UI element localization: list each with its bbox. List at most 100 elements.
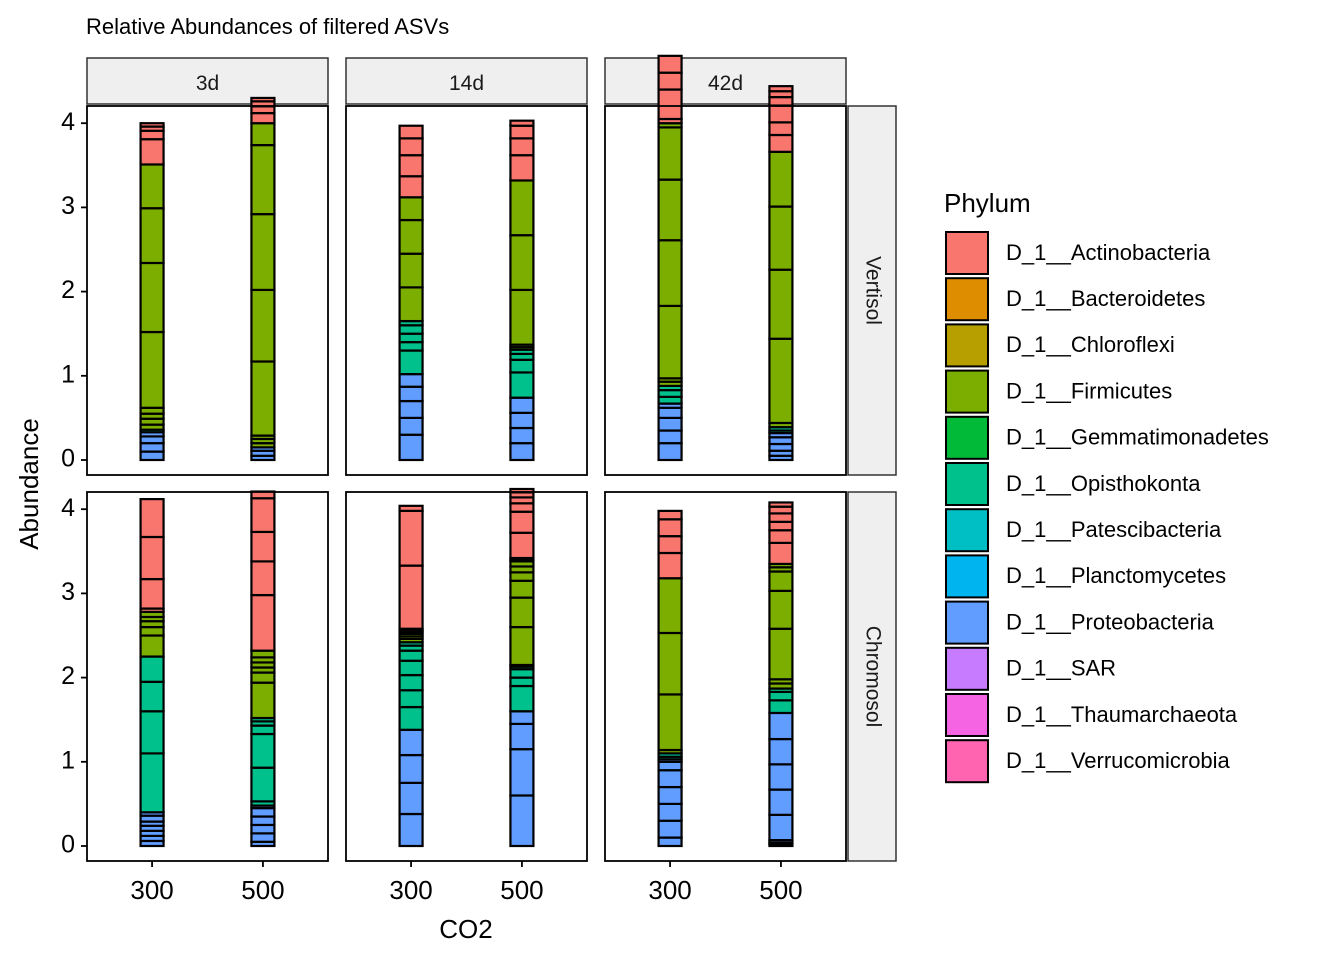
legend-label: D_1__Verrucomicrobia bbox=[1006, 748, 1231, 773]
bar-segment bbox=[139, 710, 165, 755]
bar-segment bbox=[398, 812, 424, 848]
panel-background bbox=[346, 492, 587, 861]
bar-segment bbox=[509, 676, 535, 688]
bar-segment bbox=[250, 96, 276, 103]
bar-segment bbox=[768, 813, 794, 842]
legend-label: D_1__Actinobacteria bbox=[1006, 240, 1211, 265]
bar-segment bbox=[139, 450, 165, 462]
legend: Phylum D_1__Actinobacteria D_1__Bacteroid… bbox=[944, 188, 1269, 784]
bar-segment bbox=[509, 668, 535, 679]
bar-segment bbox=[768, 337, 794, 425]
bar-segment bbox=[509, 288, 535, 346]
bar-segment bbox=[139, 577, 165, 610]
bar-segment bbox=[509, 531, 535, 560]
facet-panel bbox=[345, 105, 588, 476]
bar-segment bbox=[250, 213, 276, 292]
bar-segment bbox=[398, 509, 424, 567]
bar-segment bbox=[250, 560, 276, 597]
bar-segment bbox=[657, 442, 683, 462]
bar-segment bbox=[250, 823, 276, 835]
legend-key bbox=[945, 415, 989, 460]
x-tick-label: 500 bbox=[759, 875, 802, 905]
bar-segment bbox=[509, 722, 535, 751]
facet-strip-row bbox=[847, 105, 897, 476]
bar-segment bbox=[398, 753, 424, 784]
bar-segment bbox=[768, 85, 794, 93]
facet-panel: 0 1 2 3 4 bbox=[61, 96, 329, 476]
bar-segment bbox=[398, 341, 424, 352]
bar-segment bbox=[250, 111, 276, 125]
facet-strip-col-label: 3d bbox=[196, 72, 219, 95]
panel-border bbox=[345, 491, 588, 862]
facet-strip-col bbox=[86, 57, 329, 105]
bar-segment bbox=[509, 510, 535, 534]
bar-segment bbox=[398, 689, 424, 709]
bar-segment bbox=[657, 54, 683, 74]
bar-segment bbox=[509, 358, 535, 374]
bar-segment bbox=[657, 239, 683, 308]
y-tick-label: 4 bbox=[61, 108, 75, 136]
facet-strip-col bbox=[345, 57, 588, 105]
bar-segment bbox=[657, 551, 683, 580]
legend-key bbox=[945, 646, 989, 691]
bar-segment bbox=[509, 710, 535, 726]
bar-segment bbox=[657, 785, 683, 805]
bar-segment bbox=[509, 502, 535, 513]
facet-panel: 300 500 bbox=[604, 491, 847, 905]
bar-segment bbox=[509, 684, 535, 713]
bar-segment bbox=[509, 411, 535, 430]
bar-segment bbox=[139, 122, 165, 128]
x-tick-label: 500 bbox=[500, 875, 543, 905]
legend-label: D_1__Thaumarchaeota bbox=[1006, 702, 1238, 727]
bar-segment bbox=[657, 535, 683, 555]
legend-label: D_1__Firmicutes bbox=[1006, 378, 1172, 403]
bar-segment bbox=[509, 571, 535, 582]
bar-segment bbox=[509, 179, 535, 237]
bar-segment bbox=[139, 680, 165, 713]
bar-segment bbox=[398, 137, 424, 157]
bar-segment bbox=[398, 196, 424, 222]
panel-border bbox=[86, 105, 329, 476]
bar-segment bbox=[657, 760, 683, 772]
bar-segment bbox=[398, 416, 424, 436]
x-tick-label: 300 bbox=[130, 875, 173, 905]
legend-label: D_1__Bacteroidetes bbox=[1006, 286, 1205, 311]
panel-border bbox=[345, 105, 588, 476]
x-tick-label: 300 bbox=[389, 875, 432, 905]
bar-segment bbox=[509, 137, 535, 157]
y-tick-label: 2 bbox=[61, 276, 75, 304]
bar-segment bbox=[509, 154, 535, 182]
bar-segment bbox=[398, 564, 424, 630]
bar-segment bbox=[768, 104, 794, 124]
legend-label: D_1__Patescibacteria bbox=[1006, 517, 1222, 542]
legend-key bbox=[945, 277, 989, 322]
facet-panel bbox=[604, 54, 847, 476]
bar-segment bbox=[250, 766, 276, 803]
bar-segment bbox=[398, 781, 424, 816]
bar-segment bbox=[657, 802, 683, 822]
bar-segment bbox=[768, 520, 794, 532]
legend-label: D_1__Opisthokonta bbox=[1006, 471, 1201, 496]
y-tick-label: 1 bbox=[61, 746, 75, 774]
y-tick-label: 2 bbox=[61, 662, 75, 690]
panel-border bbox=[604, 491, 847, 862]
bar-segment bbox=[398, 373, 424, 388]
bar-segment bbox=[139, 207, 165, 265]
x-tick-label: 500 bbox=[241, 875, 284, 905]
legend-label: D_1__Gemmatimonadetes bbox=[1006, 425, 1269, 450]
facet-panel: 0 1 2 3 4 300 500 bbox=[61, 490, 329, 905]
bar-segment bbox=[768, 570, 794, 592]
bar-segment bbox=[657, 406, 683, 419]
bar-segment bbox=[768, 711, 794, 741]
legend-key bbox=[945, 462, 989, 506]
bar-segment bbox=[139, 535, 165, 581]
bar-segment bbox=[509, 371, 535, 399]
bar-segment bbox=[768, 205, 794, 271]
bar-segment bbox=[250, 530, 276, 563]
bar-segment bbox=[398, 349, 424, 376]
bar-segment bbox=[657, 126, 683, 181]
bar-segment bbox=[250, 681, 276, 720]
bar-segment bbox=[398, 124, 424, 140]
bar-segment bbox=[139, 655, 165, 683]
